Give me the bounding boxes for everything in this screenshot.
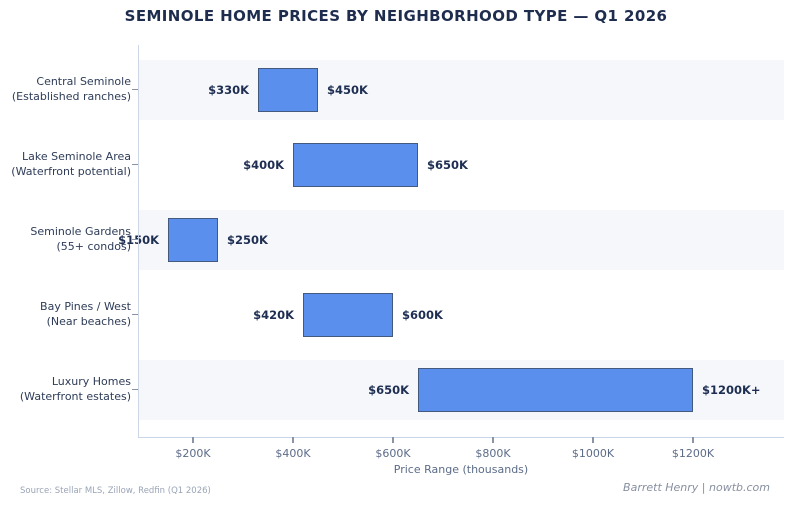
y-axis-line	[138, 45, 139, 437]
x-axis-title: Price Range (thousands)	[393, 463, 529, 476]
x-tick	[592, 437, 594, 443]
x-tick	[292, 437, 294, 443]
y-tick	[132, 89, 138, 91]
x-tick-label: $1000K	[571, 447, 615, 460]
bar-max-label: $250K	[227, 233, 268, 247]
category-name: Central Seminole	[36, 75, 131, 88]
bar-min-label: $420K	[253, 308, 294, 322]
chart-row-band	[138, 60, 784, 120]
x-tick	[192, 437, 194, 443]
x-axis-line	[138, 437, 784, 438]
y-tick	[132, 239, 138, 241]
category-subtitle: (Waterfront potential)	[11, 164, 131, 178]
category-label: Luxury Homes (Waterfront estates)	[0, 375, 131, 404]
category-subtitle: (Near beaches)	[46, 314, 131, 328]
plot-area: $330K$450K$400K$650K$150K$250K$420K$600K…	[118, 45, 784, 437]
chart-title: SEMINOLE HOME PRICES BY NEIGHBORHOOD TYP…	[124, 7, 668, 25]
x-tick-label: $1200K	[671, 447, 715, 460]
x-tick	[392, 437, 394, 443]
x-tick-label: $600K	[375, 447, 411, 460]
category-name: Luxury Homes	[51, 375, 131, 388]
category-subtitle: (Waterfront estates)	[19, 389, 131, 403]
category-name: Lake Seminole Area	[22, 150, 131, 163]
category-label: Central Seminole (Established ranches)	[0, 75, 131, 104]
x-tick	[692, 437, 694, 443]
price-range-bar	[258, 68, 318, 112]
bar-min-label: $400K	[243, 158, 284, 172]
credit-byline: Barrett Henry | nowtb.com	[623, 481, 770, 494]
price-range-bar	[303, 293, 393, 337]
category-label: Lake Seminole Area (Waterfront potential)	[0, 150, 131, 179]
bar-min-label: $650K	[368, 383, 409, 397]
chart-row-band	[138, 210, 784, 270]
bar-max-label: $1200K+	[702, 383, 761, 397]
price-range-bar	[168, 218, 218, 262]
x-tick-label: $800K	[475, 447, 511, 460]
category-name: Bay Pines / West	[40, 300, 131, 313]
bar-max-label: $450K	[327, 83, 368, 97]
category-subtitle: (55+ condos)	[56, 239, 132, 253]
x-tick-label: $400K	[275, 447, 311, 460]
category-subtitle: (Established ranches)	[11, 89, 131, 103]
price-range-bar	[418, 368, 693, 412]
category-label: Seminole Gardens (55+ condos)	[0, 225, 131, 254]
price-range-bar	[293, 143, 418, 187]
bar-max-label: $600K	[402, 308, 443, 322]
bar-min-label: $330K	[208, 83, 249, 97]
source-note: Source: Stellar MLS, Zillow, Redfin (Q1 …	[20, 486, 211, 496]
x-tick-label: $200K	[175, 447, 211, 460]
y-tick	[132, 164, 138, 166]
x-tick	[492, 437, 494, 443]
category-name: Seminole Gardens	[30, 225, 131, 238]
y-tick	[132, 314, 138, 316]
category-label: Bay Pines / West (Near beaches)	[0, 300, 131, 329]
y-tick	[132, 389, 138, 391]
bar-max-label: $650K	[427, 158, 468, 172]
